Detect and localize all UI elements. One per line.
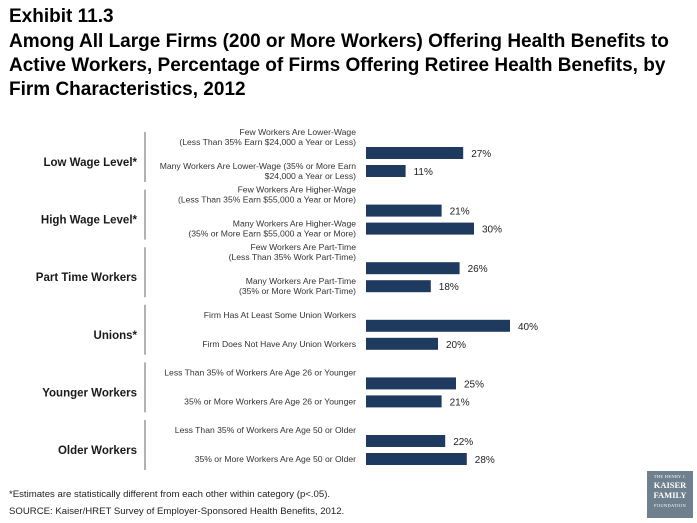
logo-line-3: FAMILY	[653, 490, 687, 500]
category-label: Few Workers Are Part-Time	[250, 242, 356, 252]
category-label: 35% or More Workers Are Age 26 or Younge…	[184, 396, 356, 406]
category-label: Many Workers Are Higher-Wage	[233, 219, 356, 229]
category-label: Firm Has At Least Some Union Workers	[204, 310, 356, 320]
value-label: 26%	[468, 264, 488, 275]
value-label: 18%	[439, 282, 459, 293]
bar	[366, 319, 510, 332]
bar	[366, 165, 406, 177]
group-label: Older Workers	[58, 445, 137, 457]
logo-line-1: THE HENRY J.	[653, 474, 687, 479]
category-label: Less Than 35% of Workers Are Age 26 or Y…	[164, 367, 356, 377]
bar	[366, 377, 456, 390]
value-label: 21%	[450, 397, 470, 408]
category-label: (Less Than 35% Earn $24,000 a Year or Le…	[179, 137, 356, 147]
value-label: 30%	[482, 225, 502, 236]
group-label: High Wage Level*	[41, 215, 138, 227]
bar	[366, 147, 464, 159]
footnote: *Estimates are statistically different f…	[9, 489, 331, 500]
group-label: Younger Workers	[42, 387, 137, 399]
category-label: (35% or More Earn $55,000 a Year or More…	[188, 229, 356, 239]
bar	[366, 262, 460, 275]
bar	[366, 435, 446, 447]
value-label: 25%	[464, 379, 484, 390]
value-label: 28%	[475, 455, 495, 466]
value-label: 21%	[450, 207, 470, 218]
bar	[366, 280, 431, 293]
category-label: Less Than 35% of Workers Are Age 50 or O…	[175, 425, 356, 435]
exhibit-number: Exhibit 11.3	[9, 6, 114, 27]
group-label: Low Wage Level*	[43, 157, 137, 169]
category-label: 35% or More Workers Are Age 50 or Older	[195, 454, 356, 464]
group-label: Unions*	[94, 330, 138, 342]
value-label: 40%	[518, 322, 538, 333]
category-label: Few Workers Are Higher-Wage	[238, 185, 357, 195]
logo-line-2: KAISER	[653, 480, 687, 490]
group-label: Part Time Workers	[36, 272, 137, 284]
kff-logo: THE HENRY J. KAISER FAMILY FOUNDATION	[647, 471, 693, 518]
chart-title: Among All Large Firms (200 or More Worke…	[9, 31, 669, 100]
category-label: Many Workers Are Part-Time	[246, 276, 357, 286]
value-label: 11%	[414, 167, 433, 178]
bar	[366, 395, 442, 408]
category-label: (Less Than 35% Earn $55,000 a Year or Mo…	[178, 195, 356, 205]
bar	[366, 337, 438, 350]
logo-line-4: FOUNDATION	[654, 503, 686, 508]
bar	[366, 453, 467, 465]
category-label: Few Workers Are Lower-Wage	[239, 127, 356, 137]
source-note: SOURCE: Kaiser/HRET Survey of Employer-S…	[9, 506, 345, 517]
chart-header: Exhibit 11.3 Among All Large Firms (200 …	[9, 6, 689, 102]
bar	[366, 204, 442, 217]
category-label: Firm Does Not Have Any Union Workers	[202, 339, 356, 349]
value-label: 22%	[453, 437, 473, 448]
value-label: 20%	[446, 340, 466, 351]
value-label: 27%	[471, 149, 491, 160]
category-label: (Less Than 35% Work Part-Time)	[229, 252, 356, 262]
category-label: Many Workers Are Lower-Wage (35% or More…	[160, 161, 357, 171]
category-label: (35% or More Work Part-Time)	[239, 286, 356, 296]
bar-chart: Low Wage Level* 27% Few Workers Are Lower-…	[36, 127, 538, 470]
bar	[366, 222, 474, 235]
category-label: $24,000 a Year or Less)	[265, 171, 356, 181]
